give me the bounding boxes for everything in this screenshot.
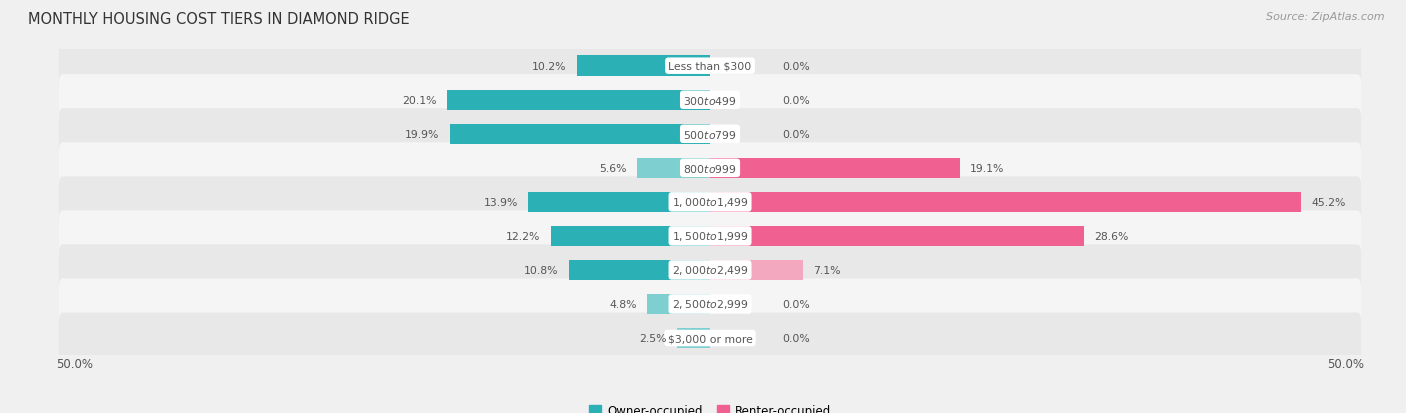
FancyBboxPatch shape	[59, 177, 1361, 228]
Text: 0.0%: 0.0%	[782, 95, 810, 105]
Text: MONTHLY HOUSING COST TIERS IN DIAMOND RIDGE: MONTHLY HOUSING COST TIERS IN DIAMOND RI…	[28, 12, 409, 27]
Bar	[551, 226, 710, 247]
Text: 45.2%: 45.2%	[1312, 197, 1346, 207]
Text: 20.1%: 20.1%	[402, 95, 437, 105]
Text: 13.9%: 13.9%	[484, 197, 517, 207]
Text: $3,000 or more: $3,000 or more	[668, 333, 752, 343]
Bar	[710, 226, 1084, 247]
Bar	[647, 294, 710, 314]
Text: 19.9%: 19.9%	[405, 129, 439, 140]
Text: $1,500 to $1,999: $1,500 to $1,999	[672, 230, 748, 243]
FancyBboxPatch shape	[59, 75, 1361, 126]
FancyBboxPatch shape	[59, 245, 1361, 296]
Bar	[710, 192, 1301, 213]
Text: 0.0%: 0.0%	[782, 299, 810, 309]
Text: 5.6%: 5.6%	[599, 164, 626, 173]
Text: 4.8%: 4.8%	[609, 299, 637, 309]
Text: 10.8%: 10.8%	[524, 265, 558, 275]
Text: 19.1%: 19.1%	[970, 164, 1005, 173]
Text: Less than $300: Less than $300	[668, 62, 752, 71]
Text: 50.0%: 50.0%	[1327, 357, 1364, 370]
Bar	[569, 260, 710, 280]
Bar	[710, 260, 803, 280]
Text: Source: ZipAtlas.com: Source: ZipAtlas.com	[1267, 12, 1385, 22]
Text: $300 to $499: $300 to $499	[683, 95, 737, 107]
FancyBboxPatch shape	[59, 313, 1361, 364]
Text: $2,000 to $2,499: $2,000 to $2,499	[672, 264, 748, 277]
Bar	[710, 158, 960, 178]
FancyBboxPatch shape	[59, 41, 1361, 92]
Text: 0.0%: 0.0%	[782, 333, 810, 343]
FancyBboxPatch shape	[59, 143, 1361, 194]
Text: $500 to $799: $500 to $799	[683, 128, 737, 140]
FancyBboxPatch shape	[59, 279, 1361, 330]
Bar	[450, 124, 710, 145]
Bar	[529, 192, 710, 213]
Text: $1,000 to $1,499: $1,000 to $1,499	[672, 196, 748, 209]
Text: 7.1%: 7.1%	[813, 265, 841, 275]
Text: $2,500 to $2,999: $2,500 to $2,999	[672, 298, 748, 311]
Text: 0.0%: 0.0%	[782, 129, 810, 140]
FancyBboxPatch shape	[59, 109, 1361, 160]
Text: 28.6%: 28.6%	[1094, 231, 1129, 241]
FancyBboxPatch shape	[59, 211, 1361, 262]
Text: 2.5%: 2.5%	[640, 333, 666, 343]
Bar	[678, 328, 710, 349]
Text: 12.2%: 12.2%	[506, 231, 540, 241]
Bar	[447, 90, 710, 111]
Legend: Owner-occupied, Renter-occupied: Owner-occupied, Renter-occupied	[589, 404, 831, 413]
Bar	[637, 158, 710, 178]
Text: 10.2%: 10.2%	[531, 62, 567, 71]
Bar	[576, 56, 710, 77]
Text: 0.0%: 0.0%	[782, 62, 810, 71]
Text: 50.0%: 50.0%	[56, 357, 93, 370]
Text: $800 to $999: $800 to $999	[683, 162, 737, 174]
